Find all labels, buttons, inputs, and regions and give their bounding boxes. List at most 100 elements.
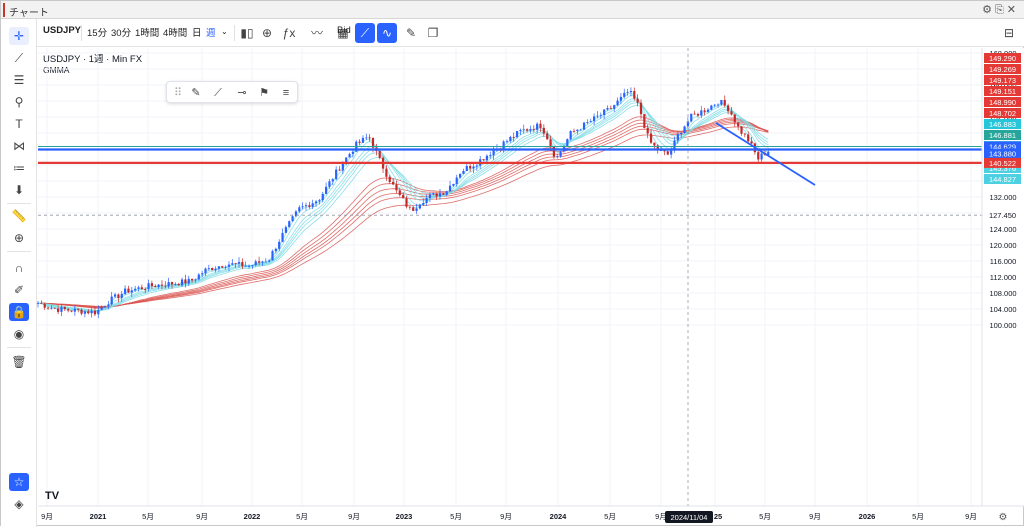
candle-body xyxy=(244,265,247,267)
candle-body xyxy=(603,109,606,115)
crosshair-icon[interactable]: ✛ xyxy=(9,27,29,45)
candle-body xyxy=(174,284,177,285)
horizontal-lines-icon[interactable]: ☰ xyxy=(13,73,25,87)
candle-body xyxy=(147,283,150,290)
candle-body xyxy=(539,123,542,128)
interval-dropdown-icon[interactable]: ⌄ xyxy=(221,27,228,36)
candle-body xyxy=(43,303,46,308)
add-compare-icon[interactable]: ⊕ xyxy=(261,26,273,40)
candle-body xyxy=(167,282,170,287)
candle-body xyxy=(710,105,713,110)
candle-body xyxy=(177,284,180,286)
price-label: 146.881 xyxy=(989,131,1016,140)
ruler-icon[interactable]: 📏 xyxy=(11,209,27,223)
time-tick-label: 9月 xyxy=(196,512,208,521)
pencil-tool-icon[interactable]: ✎ xyxy=(191,87,201,99)
lock-icon[interactable]: 🔒 xyxy=(9,303,29,321)
interval-1d[interactable]: 日 xyxy=(192,28,202,39)
indicators-icon[interactable]: ƒx xyxy=(282,26,296,40)
horizontal-ray-icon[interactable]: ⊸ xyxy=(237,87,247,99)
line-tool-icon[interactable]: ⟋ xyxy=(355,23,375,43)
candle-body xyxy=(113,294,117,297)
window-controls[interactable]: ⚙⎘✕ xyxy=(982,4,1019,16)
candle-body xyxy=(408,206,411,208)
lines-menu-icon[interactable]: ≡ xyxy=(282,87,290,99)
candle-body xyxy=(97,309,100,315)
candle-body xyxy=(204,268,207,274)
candle-body xyxy=(214,268,217,271)
candle-body xyxy=(378,151,381,158)
magnet-icon[interactable]: ∩ xyxy=(14,261,24,275)
time-tick-label: 9月 xyxy=(965,512,977,521)
templates-icon[interactable]: 〰 xyxy=(310,26,323,40)
gmma-slow-line xyxy=(38,126,769,307)
lock-drawing-icon[interactable]: ✐ xyxy=(13,283,25,297)
candles-icon[interactable]: ▮▯ xyxy=(240,26,254,40)
candle-body xyxy=(351,151,354,154)
candle-body xyxy=(217,266,220,269)
paint-icon[interactable]: ⚑ xyxy=(259,87,269,99)
trendline-icon[interactable]: ⟋ xyxy=(14,51,24,65)
wave-tool-icon[interactable]: ∿ xyxy=(377,23,397,43)
top-toolbar: USDJPY 15分 30分 1時間 4時間 日 週 ⌄ ▮▯ ⊕ ƒx 〰 ▦… xyxy=(37,19,1024,47)
candle-body xyxy=(593,116,596,122)
interval-30m[interactable]: 30分 xyxy=(111,28,132,39)
favorites-star-icon[interactable]: ☆ xyxy=(9,473,29,491)
interval-4h[interactable]: 4時間 xyxy=(163,28,188,39)
brush-icon[interactable]: ✎ xyxy=(405,26,417,40)
candle-body xyxy=(331,179,334,182)
time-tick-label: 9月 xyxy=(655,512,667,521)
candle-body xyxy=(90,310,93,314)
zoom-icon[interactable]: ⊕ xyxy=(13,231,25,245)
candle-body xyxy=(291,216,294,222)
axis-settings-icon[interactable]: ⚙ xyxy=(999,512,1008,523)
candle-body xyxy=(546,133,549,140)
interval-1w[interactable]: 週 xyxy=(206,28,216,39)
line-segment-icon[interactable]: ⟋ xyxy=(214,87,222,99)
arrow-down-icon[interactable]: ⬇ xyxy=(13,183,25,197)
candle-body xyxy=(50,307,53,309)
candle-body xyxy=(87,311,90,314)
symbol-button[interactable]: USDJPY xyxy=(43,25,82,36)
candle-body xyxy=(157,284,160,288)
candle-body xyxy=(559,151,562,157)
candle-body xyxy=(438,193,442,197)
restore-icon[interactable]: ▦ xyxy=(337,26,349,40)
candle-body xyxy=(542,127,545,134)
interval-1h[interactable]: 1時間 xyxy=(135,28,160,39)
trash-icon[interactable]: 🗑 xyxy=(11,355,27,369)
copy-icon[interactable]: ❐ xyxy=(427,26,439,40)
candle-body xyxy=(740,126,743,134)
fib-icon[interactable]: ≔ xyxy=(13,161,25,175)
candle-body xyxy=(482,159,485,161)
candle-body xyxy=(197,274,200,280)
candle-body xyxy=(345,157,348,164)
bid-button[interactable]: Bid xyxy=(337,25,351,36)
candle-body xyxy=(201,273,204,275)
candle-body xyxy=(187,278,190,284)
layers-icon[interactable]: ◈ xyxy=(14,497,24,511)
drag-handle-icon[interactable]: ⠿ xyxy=(173,87,183,99)
tradingview-logo-icon: TV xyxy=(45,490,60,502)
candle-body xyxy=(103,306,107,308)
pitchfork-icon[interactable]: ⚲ xyxy=(14,95,24,109)
candle-body xyxy=(120,293,123,298)
candle-body xyxy=(124,288,127,294)
candle-body xyxy=(301,206,304,208)
text-icon[interactable]: T xyxy=(15,117,23,131)
candle-body xyxy=(636,98,639,103)
pattern-icon[interactable]: ⋈ xyxy=(13,139,25,153)
layout-icon[interactable]: ⊟ xyxy=(1003,26,1015,40)
candle-body xyxy=(73,308,76,312)
time-tick-label: 5月 xyxy=(604,512,616,521)
interval-15m[interactable]: 15分 xyxy=(87,28,108,39)
eye-icon[interactable]: ◉ xyxy=(13,327,25,341)
candle-body xyxy=(723,99,726,106)
candle-body xyxy=(643,114,646,128)
candle-body xyxy=(475,165,478,167)
candle-body xyxy=(294,211,298,217)
candle-body xyxy=(107,304,110,307)
crosshair-time-label: 2024/11/04 xyxy=(671,513,708,522)
